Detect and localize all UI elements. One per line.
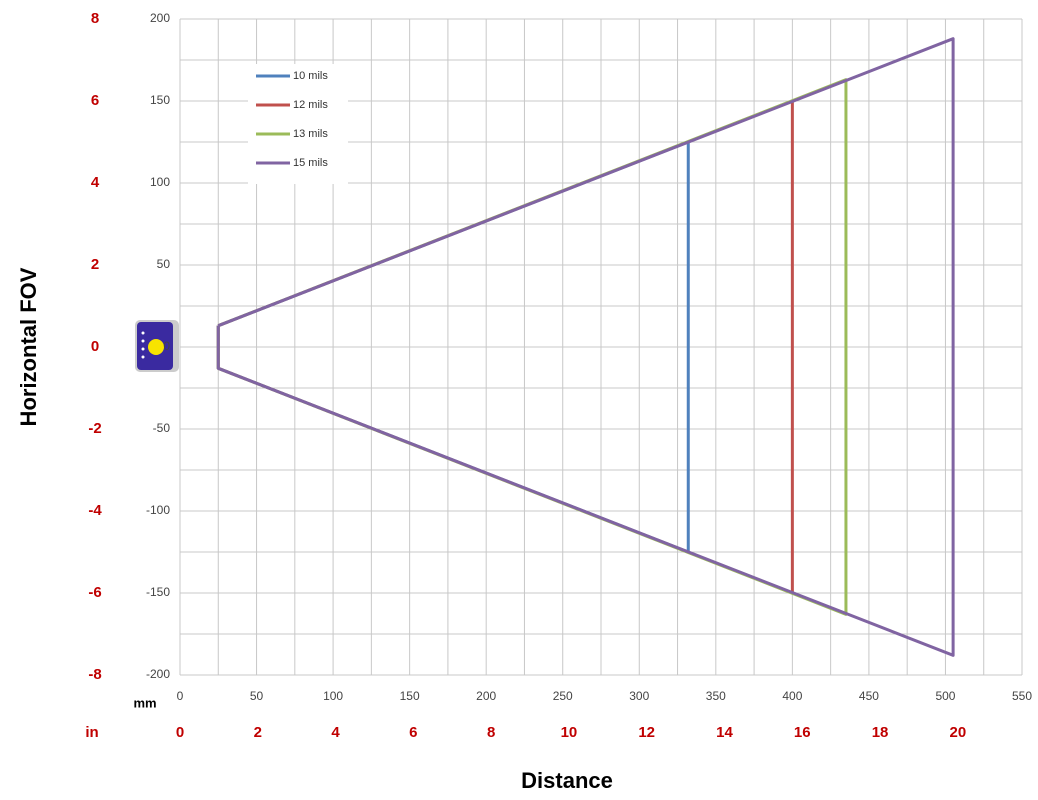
y2-tick-label: -2 [88,420,101,437]
x-tick-label: 500 [935,689,955,703]
legend-label: 12 mils [293,99,328,111]
y-tick-label: -200 [146,667,170,681]
x2-tick-label: 6 [409,724,417,741]
x2-unit-label: in [85,724,98,741]
x-tick-label: 300 [629,689,649,703]
legend: 10 mils 12 mils 13 mils 15 mils [248,64,348,184]
x-tick-label: 550 [1012,689,1032,703]
x-tick-label: 50 [250,689,264,703]
legend-label: 10 mils [293,70,328,82]
y2-tick-label: 8 [91,10,99,27]
x2-tick-label: 14 [716,724,733,741]
x-tick-label: 0 [177,689,184,703]
x-tick-label: 350 [706,689,726,703]
x-tick-label: 400 [782,689,802,703]
y-tick-label: -100 [146,503,170,517]
y-tick-label: 100 [150,175,170,189]
x-tick-label: 200 [476,689,496,703]
x2-tick-label: 4 [331,724,340,741]
x2-tick-label: 10 [561,724,578,741]
device-icon [135,320,179,372]
x2-tick-label: 20 [949,724,966,741]
x-tick-label: 100 [323,689,343,703]
y-tick-label: 200 [150,11,170,25]
y2-tick-label: 2 [91,256,99,273]
legend-label: 15 mils [293,157,328,169]
y2-tick-label: -4 [88,502,102,519]
x2-tick-label: 0 [176,724,184,741]
y2-tick-label: -8 [88,666,101,683]
y2-tick-label: 4 [91,174,100,191]
x-tick-label: 450 [859,689,879,703]
x-axis-title: Distance [521,768,613,793]
x-unit-label: mm [133,695,156,710]
y-tick-label: 50 [157,257,171,271]
legend-label: 13 mils [293,128,328,140]
x2-tick-label: 2 [254,724,262,741]
y-tick-label: -150 [146,585,170,599]
x2-tick-label: 18 [872,724,889,741]
y2-tick-label: 0 [91,338,99,355]
y2-tick-label: 6 [91,92,99,109]
y-tick-label: 0 [163,339,170,353]
x2-tick-label: 12 [638,724,655,741]
series-line [216,37,955,657]
y-axis-title: Horizontal FOV [16,267,41,426]
x-tick-label: 150 [400,689,420,703]
y-tick-label: -50 [153,421,171,435]
x2-tick-label: 8 [487,724,495,741]
y2-tick-label: -6 [88,584,101,601]
y-tick-label: 150 [150,93,170,107]
x2-tick-label: 16 [794,724,811,741]
x-tick-label: 250 [553,689,573,703]
